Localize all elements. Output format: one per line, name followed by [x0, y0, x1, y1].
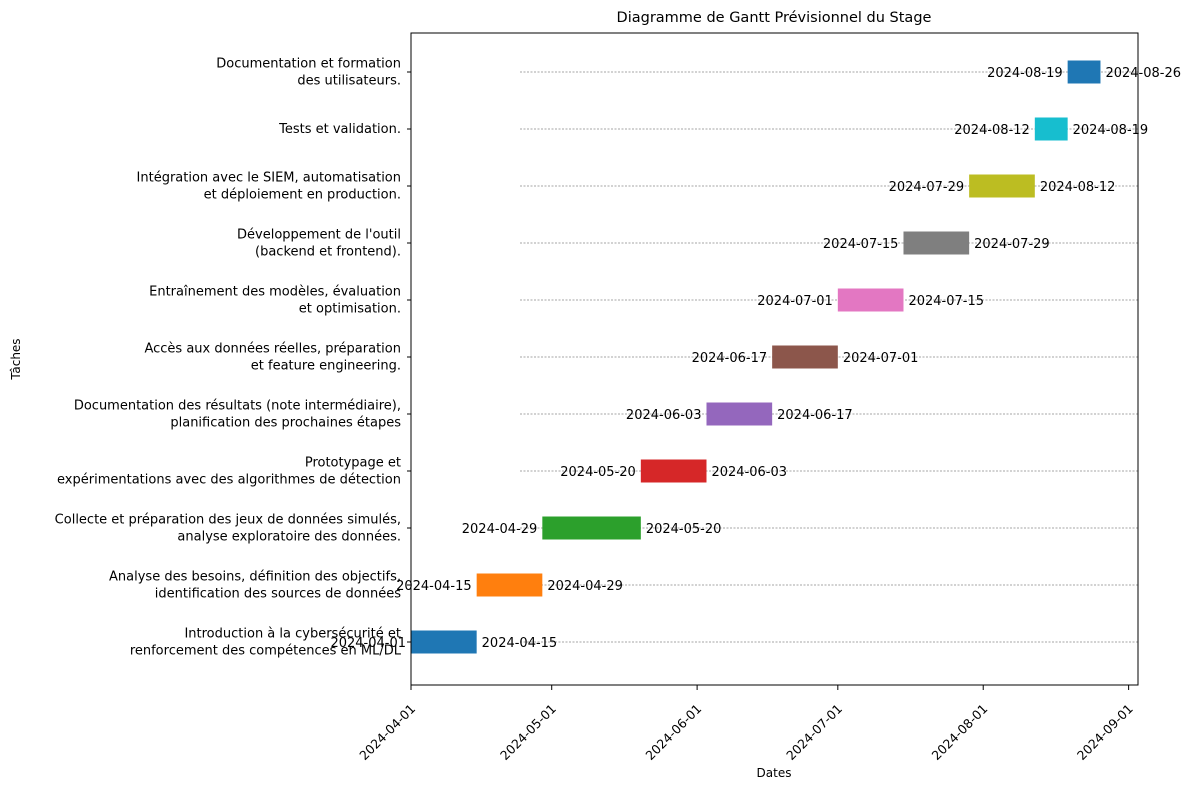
task-label: Entraînement des modèles, évaluation	[149, 285, 401, 300]
task-bar	[1067, 60, 1101, 84]
bar-start-date-label: 2024-08-19	[987, 66, 1063, 81]
task-bar	[411, 630, 477, 654]
bar-end-date-label: 2024-05-20	[646, 522, 722, 537]
task-label: Documentation des résultats (note interm…	[74, 399, 401, 414]
task-bar	[969, 174, 1035, 198]
bar-start-date-label: 2024-04-15	[396, 579, 472, 594]
task-bar	[476, 573, 543, 597]
task-label: des utilisateurs.	[297, 74, 401, 89]
task-label: (backend et frontend).	[255, 245, 401, 260]
x-tick-label: 2024-05-01	[497, 701, 559, 763]
task-label: analyse exploratoire des données.	[177, 530, 401, 545]
bar-start-date-label: 2024-06-17	[692, 351, 768, 366]
task-bar	[837, 288, 904, 312]
bar-start-date-label: 2024-07-15	[823, 237, 899, 252]
x-tick-label: 2024-09-01	[1074, 701, 1136, 763]
task-label: Collecte et préparation des jeux de donn…	[55, 513, 401, 528]
task-label: Développement de l'outil	[237, 228, 401, 243]
bar-end-date-label: 2024-07-01	[843, 351, 919, 366]
task-label: Intégration avec le SIEM, automatisation	[137, 171, 401, 186]
bar-start-date-label: 2024-04-01	[330, 636, 406, 651]
task-label: Documentation et formation	[216, 57, 401, 72]
task-label: Tests et validation.	[278, 122, 401, 137]
x-tick-label: 2024-07-01	[783, 701, 845, 763]
bar-end-date-label: 2024-08-12	[1040, 180, 1116, 195]
task-bars	[411, 60, 1101, 654]
bar-end-date-label: 2024-04-15	[482, 636, 558, 651]
y-axis-label: Tâches	[9, 338, 23, 380]
x-tick-label: 2024-08-01	[929, 701, 991, 763]
bar-end-date-label: 2024-08-26	[1105, 66, 1181, 81]
bar-end-date-label: 2024-06-03	[711, 465, 787, 480]
x-tick-label: 2024-06-01	[642, 701, 704, 763]
task-bar	[542, 516, 641, 540]
task-bar	[640, 459, 707, 483]
bar-end-date-label: 2024-08-19	[1073, 123, 1149, 138]
task-label: identification des sources de données	[155, 587, 401, 602]
bar-start-date-label: 2024-05-20	[560, 465, 636, 480]
task-label: planification des prochaines étapes	[170, 416, 401, 431]
task-bar	[706, 402, 773, 426]
bar-end-date-label: 2024-04-29	[547, 579, 623, 594]
bar-start-date-label: 2024-08-12	[954, 123, 1030, 138]
date-labels: 2024-04-01 2024-04-15 2024-04-15 2024-04-29…	[330, 66, 1181, 651]
task-label: et optimisation.	[299, 302, 401, 317]
x-axis-ticks: 2024-04-01 2024-05-01 2024-06-01 2024-07-01…	[356, 685, 1136, 763]
chart-title: Diagramme de Gantt Prévisionnel du Stage	[617, 10, 932, 26]
task-label: Accès aux données réelles, préparation	[144, 342, 401, 357]
y-axis-ticks: Introduction à la cybersécurité et renfor…	[55, 57, 411, 659]
bar-end-date-label: 2024-06-17	[777, 408, 853, 423]
task-label: et déploiement en production.	[204, 188, 401, 203]
task-label: Analyse des besoins, définition des obje…	[109, 570, 401, 585]
task-bar	[1034, 117, 1068, 141]
bar-start-date-label: 2024-04-29	[462, 522, 538, 537]
x-axis-label: Dates	[757, 766, 792, 780]
x-tick-label: 2024-04-01	[356, 701, 418, 763]
bar-start-date-label: 2024-07-01	[757, 294, 833, 309]
task-bar	[903, 231, 970, 255]
task-label: expérimentations avec des algorithmes de…	[57, 473, 401, 488]
task-bar	[772, 345, 838, 369]
task-label: et feature engineering.	[251, 359, 401, 374]
task-label: Prototypage et	[305, 456, 401, 471]
bar-start-date-label: 2024-07-29	[889, 180, 965, 195]
task-label: Introduction à la cybersécurité et	[184, 627, 401, 642]
bar-end-date-label: 2024-07-29	[974, 237, 1050, 252]
plot-frame	[410, 32, 1139, 686]
task-label: renforcement des compétences en ML/DL	[130, 644, 402, 659]
bar-end-date-label: 2024-07-15	[908, 294, 984, 309]
bar-start-date-label: 2024-06-03	[626, 408, 702, 423]
